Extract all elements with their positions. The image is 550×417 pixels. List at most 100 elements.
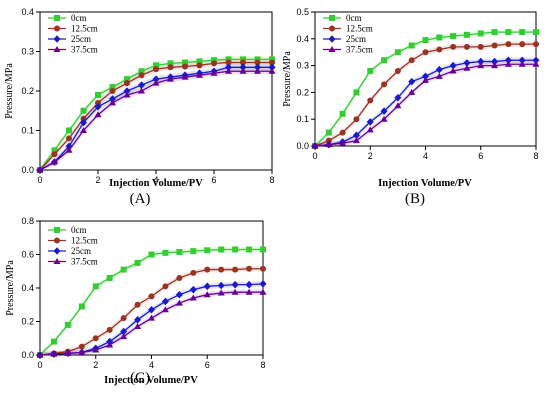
data-point <box>269 56 275 63</box>
data-point <box>203 282 211 291</box>
data-point <box>80 127 87 133</box>
data-point <box>463 31 470 38</box>
data-point <box>153 66 159 73</box>
data-point <box>422 76 429 83</box>
data-point <box>152 75 160 83</box>
legend-marker <box>54 25 60 32</box>
y-tick-label: 0.3 <box>296 61 309 71</box>
data-point <box>504 56 512 65</box>
data-point <box>161 297 169 306</box>
data-point <box>254 59 261 66</box>
data-point <box>120 333 128 340</box>
x-tick-label: 6 <box>211 175 216 185</box>
x-axis-label: Injection Volume/PV <box>378 178 472 189</box>
data-point <box>449 67 457 74</box>
data-point <box>148 251 155 258</box>
x-tick-label: 2 <box>95 175 100 185</box>
legend-marker <box>328 46 336 52</box>
data-point <box>50 350 58 357</box>
data-point <box>64 349 72 356</box>
data-point <box>491 42 498 49</box>
x-tick-label: 4 <box>149 360 154 370</box>
y-tick-label: 0.2 <box>21 86 34 96</box>
data-point <box>268 67 276 74</box>
data-point <box>394 93 402 102</box>
data-point <box>311 142 319 149</box>
y-axis-label: Pressure/MPa <box>282 51 293 107</box>
legend-label: 0cm <box>71 225 87 235</box>
data-point <box>167 64 174 71</box>
data-point <box>259 288 267 295</box>
data-point <box>80 118 87 127</box>
data-point <box>436 34 443 41</box>
data-point <box>95 91 101 98</box>
data-point <box>325 137 332 144</box>
data-point <box>148 305 155 314</box>
data-point <box>240 56 246 63</box>
data-point <box>153 62 159 69</box>
data-point <box>196 62 203 69</box>
data-point <box>80 107 87 114</box>
data-point <box>519 29 526 36</box>
data-point <box>259 280 267 288</box>
x-axis-label: Injection Volume/PV <box>104 375 198 386</box>
y-axis-label: Pressure/MPa <box>4 63 15 119</box>
data-point <box>64 321 71 328</box>
y-tick-label: 0.3 <box>21 47 34 57</box>
panel-label: (A) <box>130 191 151 207</box>
data-point <box>505 41 512 48</box>
y-tick-label: 0.4 <box>21 283 34 293</box>
data-point <box>148 293 155 300</box>
legend-label: 37.5cm <box>346 45 373 55</box>
data-point <box>182 59 188 66</box>
data-point <box>463 64 471 71</box>
data-point <box>211 57 217 64</box>
data-point <box>463 59 471 67</box>
data-point <box>225 56 232 63</box>
data-point <box>231 280 239 289</box>
legend-marker <box>53 258 61 264</box>
data-point <box>518 56 526 65</box>
data-point <box>519 41 526 48</box>
data-point <box>94 111 102 118</box>
data-point <box>408 77 416 86</box>
data-point <box>408 42 415 49</box>
data-point <box>246 246 253 253</box>
data-point <box>120 266 127 273</box>
data-point <box>120 315 127 322</box>
legend-marker <box>53 46 61 52</box>
data-point <box>450 43 457 50</box>
data-point <box>123 87 131 95</box>
data-point <box>225 59 232 66</box>
data-point <box>353 116 360 123</box>
data-point <box>491 57 499 66</box>
data-point <box>92 283 99 290</box>
legend-label: 25cm <box>346 34 366 44</box>
x-tick-label: 6 <box>478 151 483 161</box>
data-point <box>189 285 197 294</box>
data-point <box>36 166 44 173</box>
data-point <box>78 303 85 310</box>
legend-label: 25cm <box>71 246 91 256</box>
legend-marker <box>329 15 335 21</box>
data-point <box>381 81 388 88</box>
data-point <box>408 88 416 95</box>
data-point <box>260 246 266 253</box>
data-point <box>36 351 44 358</box>
data-point <box>380 107 388 115</box>
legend-label: 12.5cm <box>71 24 98 34</box>
x-tick-label: 8 <box>533 151 538 161</box>
x-axis-label: Injection Volume/PV <box>109 178 203 189</box>
data-point <box>211 60 217 67</box>
data-point <box>422 37 429 44</box>
data-point <box>240 59 246 66</box>
data-point <box>203 291 211 298</box>
data-point <box>246 265 253 272</box>
x-tick-label: 0 <box>312 151 317 161</box>
data-point <box>477 62 485 69</box>
chart-panel-a: 0 2 4 6 8 0.0 0.1 0.2 0.3 0.4 Injection Volume/PV P… <box>4 7 276 207</box>
data-point <box>167 60 174 67</box>
